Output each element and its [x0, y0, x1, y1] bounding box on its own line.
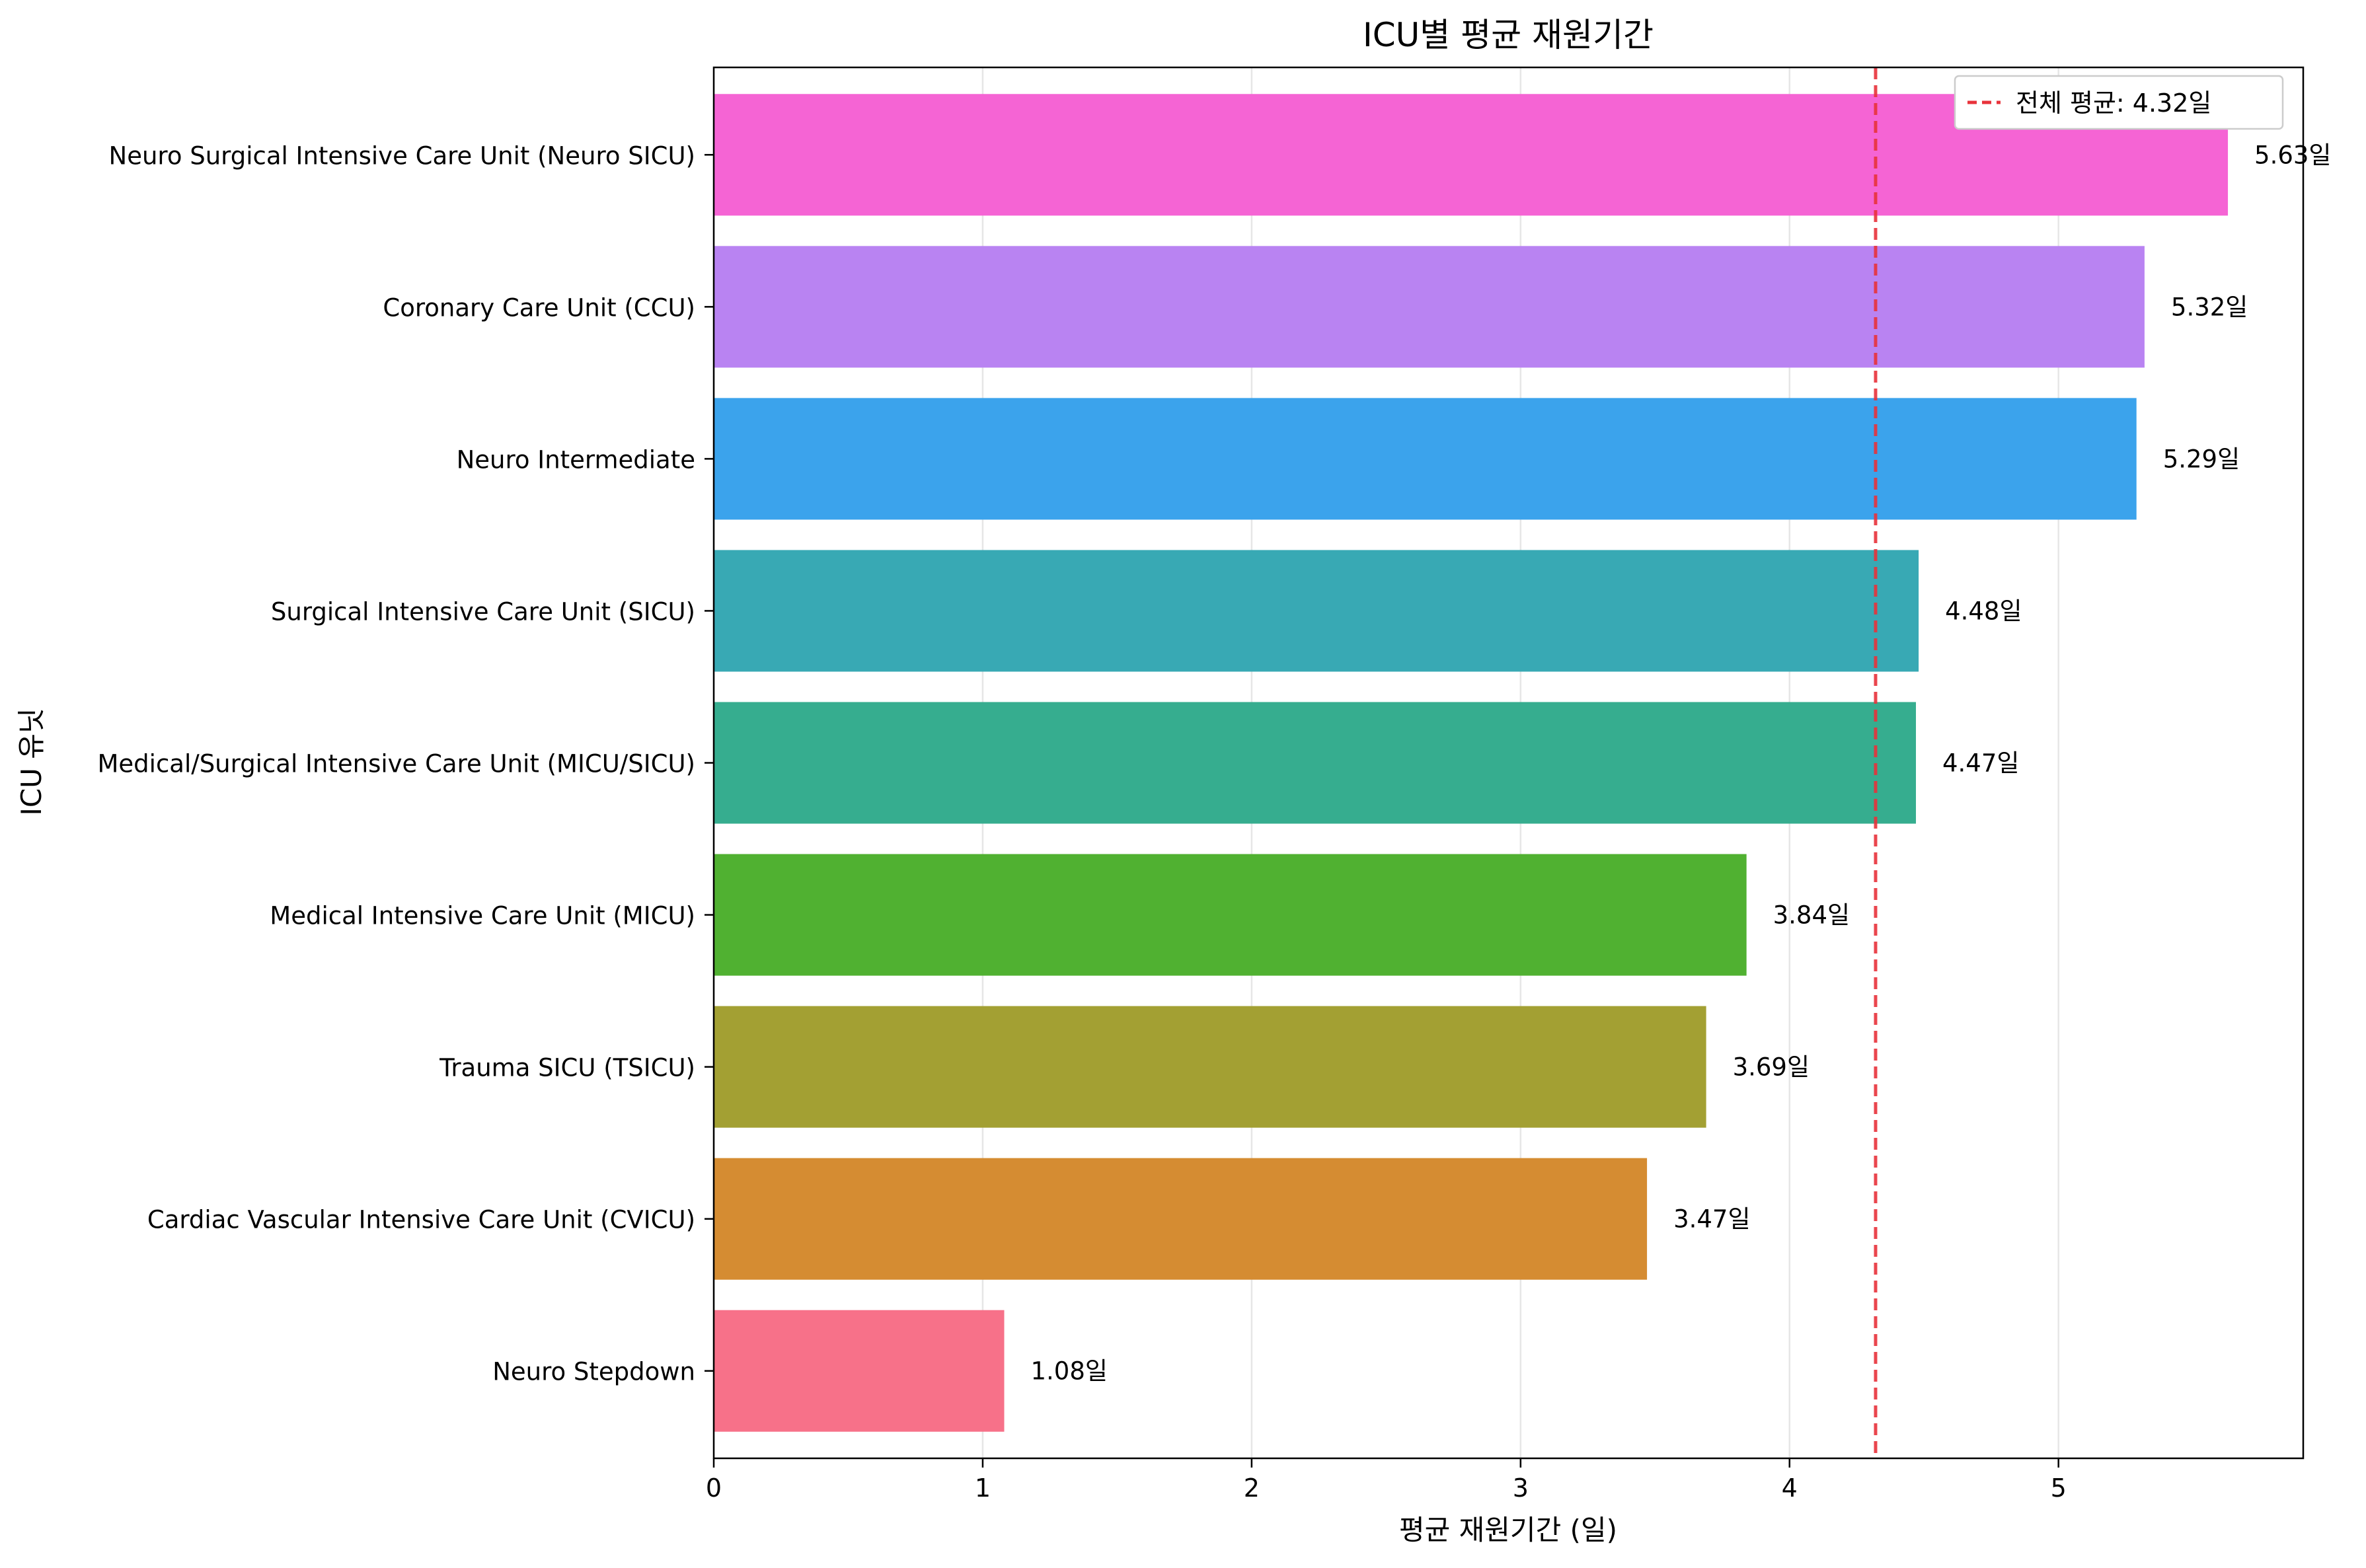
- y-tick-label: Cardiac Vascular Intensive Care Unit (CV…: [147, 1206, 695, 1234]
- x-tick-label: 0: [706, 1474, 722, 1503]
- y-tick-label: Trauma SICU (TSICU): [439, 1054, 695, 1082]
- x-axis-ticks: 0 1 2 3 4 5: [706, 1458, 2067, 1503]
- y-tick-label: Neuro Intermediate: [457, 445, 695, 474]
- bar-value-label: 3.69일: [1733, 1053, 1810, 1082]
- bar-value-label: 3.47일: [1673, 1205, 1750, 1234]
- bar-value-label: 4.47일: [1942, 749, 2019, 778]
- legend-box: [1954, 75, 2284, 130]
- bar-value-label: 5.29일: [2163, 445, 2240, 473]
- legend-label: 전체 평균: 4.32일: [2016, 89, 2211, 118]
- y-tick-label: Medical/Surgical Intensive Care Unit (MI…: [97, 750, 695, 778]
- bar-value-label: 4.48일: [1945, 597, 2022, 625]
- bar: [714, 702, 1917, 824]
- bar: [714, 398, 2137, 520]
- bar-value-label: 5.32일: [2171, 293, 2248, 321]
- bar: [714, 854, 1747, 976]
- x-tick-label: 2: [1244, 1474, 1260, 1503]
- y-tick-label: Neuro Stepdown: [492, 1358, 695, 1386]
- x-axis-label: 평균 재원기간 (일): [1399, 1514, 1617, 1546]
- bar-value-label: 5.63일: [2254, 141, 2331, 169]
- value-labels: 5.63일 5.32일 5.29일 4.48일 4.47일 3.84일 3.69일 3.47일…: [1030, 141, 2331, 1385]
- y-tick-label: Neuro Surgical Intensive Care Unit (Neur…: [109, 141, 695, 170]
- bar: [714, 1006, 1706, 1128]
- bar: [714, 1310, 1005, 1432]
- y-axis-ticks: Neuro Surgical Intensive Care Unit (Neur…: [97, 141, 714, 1386]
- y-axis-label: ICU 유닛: [15, 708, 48, 815]
- bar: [714, 1158, 1648, 1280]
- y-tick-label: Coronary Care Unit (CCU): [383, 293, 695, 322]
- legend: 전체 평균: 4.32일: [1954, 75, 2284, 130]
- y-tick-label: Surgical Intensive Care Unit (SICU): [271, 597, 695, 626]
- x-tick-label: 3: [1513, 1474, 1529, 1503]
- x-tick-label: 4: [1782, 1474, 1798, 1503]
- bar-value-label: 3.84일: [1773, 901, 1850, 930]
- bar-value-label: 1.08일: [1030, 1357, 1107, 1386]
- bar: [714, 550, 1919, 672]
- chart-title: ICU별 평균 재원기간: [1363, 16, 1654, 54]
- bar: [714, 246, 2145, 368]
- y-tick-label: Medical Intensive Care Unit (MICU): [270, 902, 695, 930]
- x-tick-label: 5: [2051, 1474, 2067, 1503]
- x-tick-label: 1: [975, 1474, 991, 1503]
